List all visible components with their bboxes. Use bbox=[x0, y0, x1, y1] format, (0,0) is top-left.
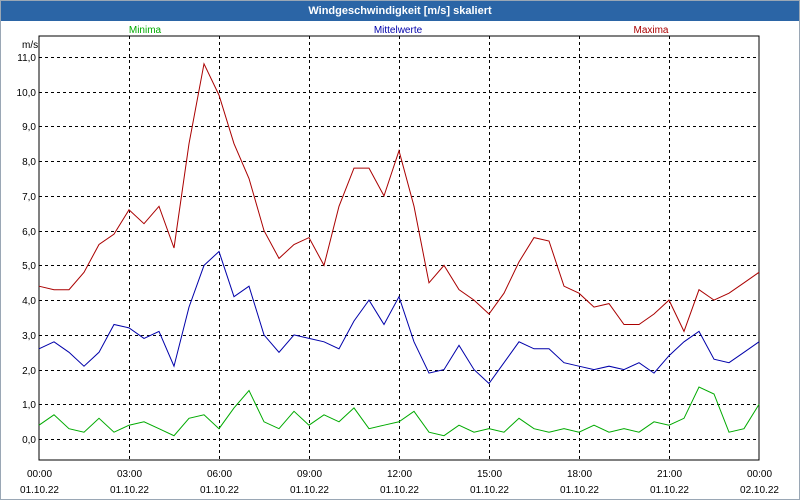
legend-entry-maxima: Maxima bbox=[633, 25, 668, 36]
x-tick-date-label: 01.10.22 bbox=[20, 485, 59, 496]
x-tick-time-label: 06:00 bbox=[207, 469, 232, 480]
y-tick-label: 11,0 bbox=[17, 53, 36, 64]
y-tick-label: 7,0 bbox=[22, 192, 36, 203]
y-tick-label: 3,0 bbox=[22, 331, 36, 342]
series-line-mittelwerte bbox=[38, 250, 760, 385]
y-tick-label: 5,0 bbox=[22, 261, 36, 272]
x-tick-date-label: 01.10.22 bbox=[380, 485, 419, 496]
x-tick-date-label: 01.10.22 bbox=[560, 485, 599, 496]
x-tick-time-label: 18:00 bbox=[567, 469, 592, 480]
y-axis-unit-label: m/s bbox=[22, 40, 38, 51]
y-axis-ticks: 0,0 1,0 2,0 3,0 4,0 5,0 6,0 7,0 8,0 9,0 10,0 11,0 bbox=[17, 53, 37, 446]
series-lines bbox=[38, 62, 760, 437]
x-tick-time-label: 21:00 bbox=[657, 469, 682, 480]
y-tick-label: 1,0 bbox=[22, 400, 36, 411]
chart-title: Windgeschwindigkeit [m/s] skaliert bbox=[1, 1, 799, 21]
x-tick-date-label: 01.10.22 bbox=[200, 485, 239, 496]
y-tick-label: 6,0 bbox=[22, 227, 36, 238]
x-tick-time-label: 00:00 bbox=[747, 469, 772, 480]
x-tick-time-label: 09:00 bbox=[297, 469, 322, 480]
legend-entry-minima: Minima bbox=[129, 25, 162, 36]
legend-entry-mittelwerte: Mittelwerte bbox=[374, 25, 423, 36]
y-tick-label: 9,0 bbox=[22, 122, 36, 133]
x-tick-time-label: 12:00 bbox=[387, 469, 412, 480]
x-tick-time-label: 03:00 bbox=[117, 469, 142, 480]
y-tick-label: 4,0 bbox=[22, 296, 36, 307]
x-tick-time-label: 00:00 bbox=[27, 469, 52, 480]
x-tick-date-label: 01.10.22 bbox=[650, 485, 689, 496]
grid-lines bbox=[38, 35, 760, 461]
x-tick-date-label: 01.10.22 bbox=[470, 485, 509, 496]
y-tick-label: 2,0 bbox=[22, 366, 36, 377]
legend: Minima Mittelwerte Maxima bbox=[129, 25, 669, 36]
series-line-minima bbox=[38, 386, 760, 437]
x-axis-ticks: 00:00 01.10.22 03:00 01.10.22 06:00 01.10.22 0… bbox=[20, 469, 779, 496]
series-line-maxima bbox=[38, 62, 760, 333]
y-tick-label: 8,0 bbox=[22, 157, 36, 168]
x-tick-date-label: 01.10.22 bbox=[110, 485, 149, 496]
y-tick-label: 0,0 bbox=[22, 435, 36, 446]
x-tick-date-label: 02.10.22 bbox=[740, 485, 779, 496]
x-tick-date-label: 01.10.22 bbox=[290, 485, 329, 496]
x-tick-time-label: 15:00 bbox=[477, 469, 502, 480]
y-tick-label: 10,0 bbox=[17, 88, 37, 99]
